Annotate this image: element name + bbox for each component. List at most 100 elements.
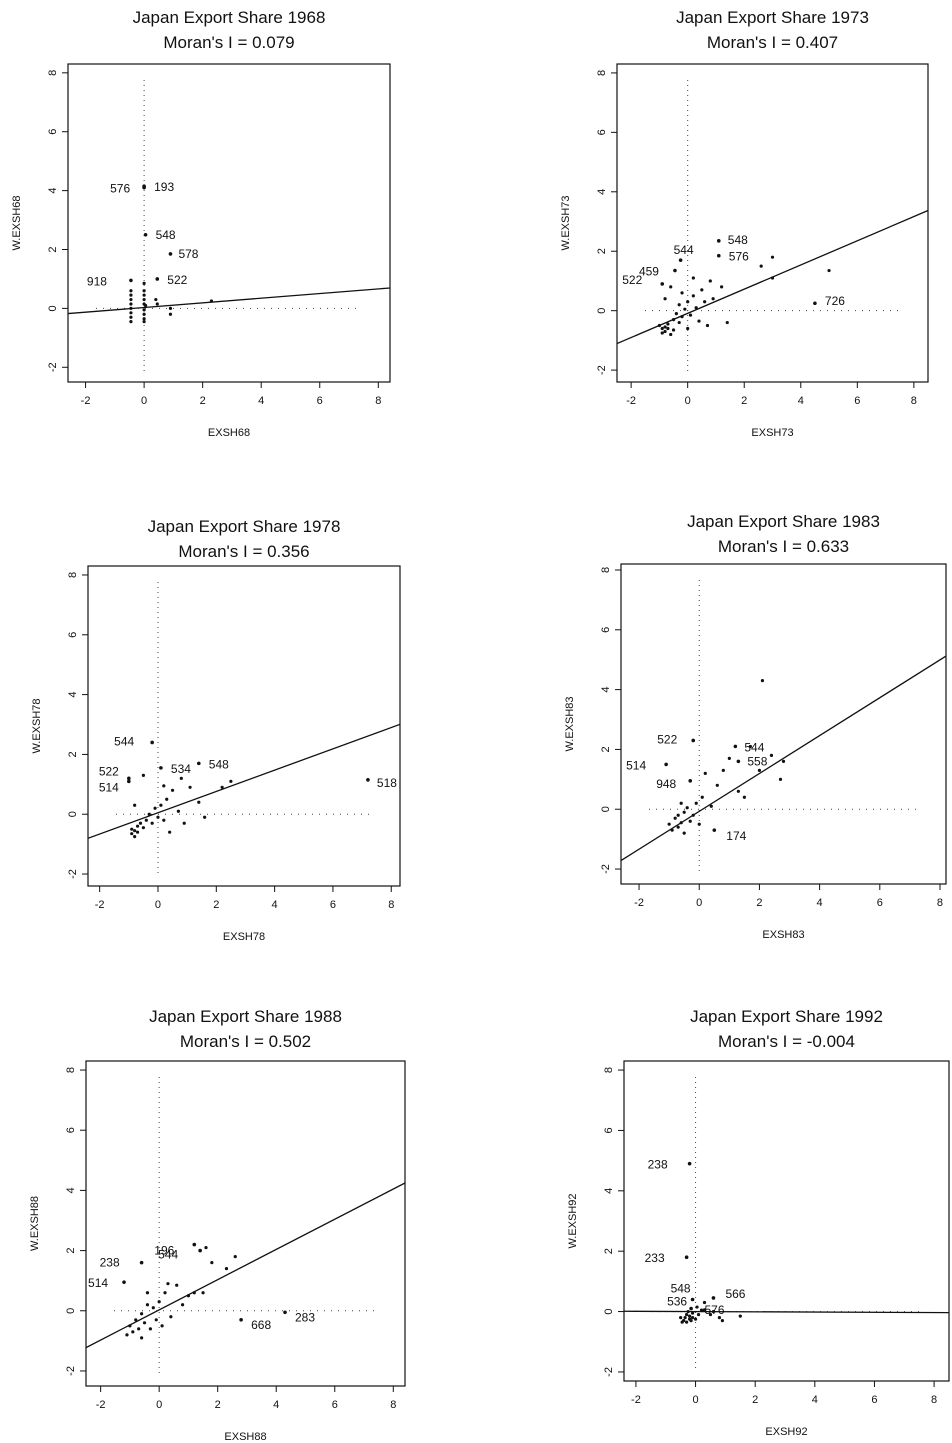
point-label: 544: [114, 734, 134, 748]
chart-subtitle: Moran's I = 0.502: [180, 1032, 311, 1051]
data-point: [677, 320, 681, 325]
point-label: 726: [825, 294, 845, 308]
regression-line: [88, 723, 400, 839]
y-tick-label: 6: [600, 627, 612, 633]
labeled-data-point: [660, 282, 665, 286]
data-point: [697, 319, 701, 323]
data-point: [696, 1312, 701, 1317]
data-point: [770, 276, 775, 280]
labeled-data-point: [192, 1242, 197, 1247]
labeled-data-point: [664, 762, 668, 767]
data-point: [688, 313, 693, 317]
x-tick-label: 8: [388, 899, 394, 911]
x-tick-label: 4: [817, 897, 823, 909]
data-point: [203, 815, 207, 819]
y-tick-label: 6: [65, 1127, 77, 1133]
labeled-data-point: [139, 1260, 144, 1265]
data-point: [188, 785, 192, 789]
labeled-data-point: [197, 761, 201, 766]
y-tick-label: 8: [67, 572, 79, 578]
data-point: [691, 294, 695, 298]
data-point: [133, 803, 137, 807]
data-point: [148, 1327, 152, 1331]
data-point: [130, 827, 134, 831]
labeled-data-point: [711, 1296, 716, 1300]
y-tick-label: 0: [600, 806, 612, 812]
data-point: [760, 679, 765, 683]
point-label: 548: [156, 228, 176, 242]
point-label: 514: [88, 1276, 108, 1290]
y-tick-label: 2: [600, 746, 612, 752]
data-point: [670, 828, 674, 832]
y-tick-label: 2: [603, 1248, 615, 1254]
x-tick-label: 0: [696, 897, 702, 909]
data-point: [129, 306, 133, 310]
point-label: 536: [667, 1295, 687, 1309]
data-point: [703, 771, 707, 775]
y-tick-label: 4: [67, 692, 79, 698]
data-point: [694, 801, 698, 805]
labeled-data-point: [122, 1280, 126, 1284]
point-label: 522: [99, 764, 119, 778]
data-point: [168, 830, 172, 834]
scatter-panel: Japan Export Share 1973 Moran's I = 0.407…: [550, 6, 952, 446]
data-point: [695, 1305, 699, 1309]
data-point: [717, 1316, 722, 1320]
x-tick-label: 0: [692, 1394, 698, 1406]
y-tick-label: -2: [65, 1366, 77, 1376]
data-point: [682, 831, 686, 835]
data-point: [142, 297, 146, 302]
y-tick-label: -2: [47, 362, 59, 372]
point-label: 576: [729, 250, 749, 264]
data-point: [229, 779, 233, 783]
labeled-data-point: [733, 744, 738, 749]
labeled-data-point: [690, 1297, 695, 1302]
scatter-plot: Japan Export Share 1968 Moran's I = 0.079…: [11, 8, 391, 439]
data-point: [689, 1319, 693, 1323]
data-point: [129, 320, 133, 324]
data-point: [129, 297, 133, 302]
data-point: [781, 759, 786, 763]
data-point: [690, 1316, 695, 1320]
data-point: [671, 328, 676, 332]
labeled-data-point: [168, 252, 173, 256]
data-point: [677, 303, 681, 307]
data-point: [738, 1314, 742, 1318]
data-point: [682, 810, 686, 814]
data-point: [736, 789, 740, 793]
point-label: 668: [251, 1318, 271, 1332]
point-label: 522: [167, 273, 187, 287]
data-point: [673, 816, 677, 820]
x-tick-label: 0: [685, 395, 691, 407]
point-label: 196: [154, 1244, 174, 1258]
scatter-plot: Japan Export Share 1992 Moran's I = -0.00…: [567, 1007, 950, 1438]
x-tick-label: 4: [272, 899, 278, 911]
data-point: [759, 264, 763, 268]
labeled-data-point: [702, 1308, 707, 1312]
point-label: 238: [100, 1256, 120, 1270]
plot-frame: [616, 63, 929, 383]
data-point: [157, 1300, 161, 1304]
data-point: [769, 753, 774, 758]
chart-title: Japan Export Share 1968: [133, 8, 326, 27]
point-label: 576: [110, 182, 130, 196]
chart-title: Japan Export Share 1973: [676, 8, 869, 27]
x-tick-label: -2: [81, 395, 91, 407]
scatter-panel: Japan Export Share 1992 Moran's I = -0.00…: [550, 1005, 952, 1443]
data-point: [130, 832, 134, 836]
data-point: [151, 1306, 155, 1310]
data-point: [141, 773, 146, 777]
y-tick-label: 0: [47, 305, 59, 311]
data-point: [686, 326, 690, 331]
x-tick-label: 6: [854, 395, 860, 407]
plot-frame: [87, 565, 401, 887]
data-point: [145, 1303, 150, 1307]
data-point: [720, 285, 724, 289]
x-tick-label: 6: [332, 1399, 338, 1411]
data-point: [182, 821, 186, 825]
data-point: [154, 297, 158, 302]
data-point: [179, 776, 183, 780]
point-label: 544: [674, 243, 694, 257]
x-tick-label: 0: [141, 395, 147, 407]
data-point: [160, 1324, 164, 1328]
